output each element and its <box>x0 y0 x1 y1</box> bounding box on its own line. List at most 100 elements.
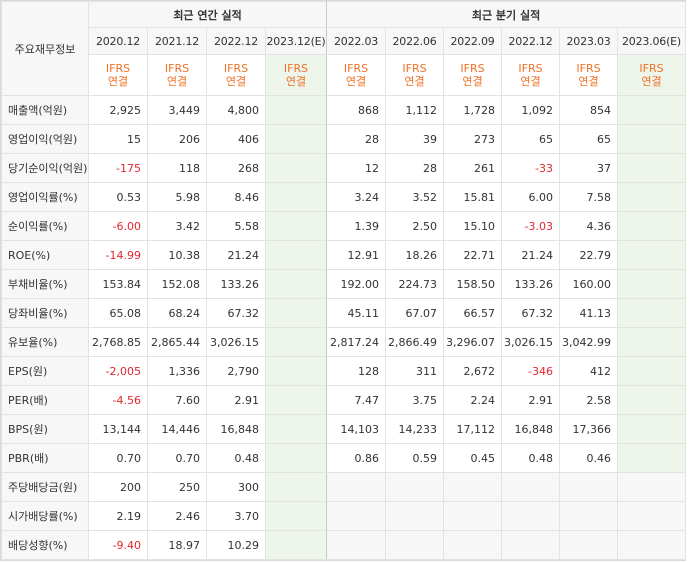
quarter-empty-cell <box>443 472 503 502</box>
quarter-empty-cell <box>559 530 619 560</box>
accounting-standard: IFRS <box>402 62 427 75</box>
table-row: BPS(원) 13,144 14,446 16,848 14,103 14,233 17,1… <box>1 414 687 444</box>
annual-value-cell: 7.60 <box>147 385 207 415</box>
header-group-row: 주요재무정보 최근 연간 실적 최근 분기 실적 <box>1 1 687 96</box>
quarter-period-4: 2023.03 <box>559 27 619 55</box>
quarter-empty-cell <box>617 501 687 531</box>
annual-value-cell: 2,865.44 <box>147 327 207 357</box>
annual-value-cell <box>264 240 328 270</box>
quarter-value-cell: 311 <box>385 356 445 386</box>
annual-value-cell: 16,848 <box>206 414 266 444</box>
quarter-value-cell: 3,042.99 <box>559 327 619 357</box>
quarter-value-cell: 2,817.24 <box>326 327 387 357</box>
row-label-header: 주요재무정보 <box>1 1 89 96</box>
annual-value-cell <box>264 501 328 531</box>
quarter-type-3: IFRS 연결 <box>501 54 561 96</box>
accounting-standard: IFRS <box>460 62 485 75</box>
quarter-value-cell: 0.46 <box>559 443 619 473</box>
quarter-value-cell: 6.00 <box>501 182 561 212</box>
metric-label: 시가배당률(%) <box>1 501 89 531</box>
quarter-value-cell: 2.50 <box>385 211 445 241</box>
quarter-value-cell: 67.32 <box>501 298 561 328</box>
metric-label: 당기순이익(억원) <box>1 153 89 183</box>
annual-value-cell: -2,005 <box>88 356 148 386</box>
table-row: 당좌비율(%) 65.08 68.24 67.32 45.11 67.07 66.57 67.… <box>1 298 687 328</box>
quarter-value-cell: 17,112 <box>443 414 503 444</box>
quarter-value-cell: 16,848 <box>501 414 561 444</box>
quarter-value-cell: 2,866.49 <box>385 327 445 357</box>
quarter-value-cell: -346 <box>501 356 561 386</box>
annual-value-cell: -4.56 <box>88 385 148 415</box>
quarter-value-cell: 2.91 <box>501 385 561 415</box>
quarter-value-cell: 67.07 <box>385 298 445 328</box>
annual-value-cell <box>264 472 328 502</box>
annual-value-cell: 67.32 <box>206 298 266 328</box>
accounting-standard: IFRS <box>343 62 369 75</box>
annual-value-cell: -9.40 <box>88 530 148 560</box>
annual-value-cell <box>264 211 328 241</box>
quarter-value-cell: -33 <box>501 153 561 183</box>
annual-value-cell <box>264 414 328 444</box>
quarter-value-cell: 7.58 <box>559 182 619 212</box>
metric-label: 영업이익률(%) <box>1 182 89 212</box>
quarter-value-cell <box>617 298 687 328</box>
quarter-value-cell <box>617 124 687 154</box>
annual-value-cell: 65.08 <box>88 298 148 328</box>
table-row: 매출액(억원) 2,925 3,449 4,800 868 1,112 1,728 1,092… <box>1 95 687 125</box>
quarter-value-cell: 412 <box>559 356 619 386</box>
quarter-value-cell <box>617 95 687 125</box>
quarter-empty-cell <box>559 472 619 502</box>
quarter-value-cell: 3,026.15 <box>501 327 561 357</box>
quarter-value-cell: 3.24 <box>326 182 387 212</box>
table-row: 부채비율(%) 153.84 152.08 133.26 192.00 224.73 158… <box>1 269 687 299</box>
annual-value-cell: 4,800 <box>206 95 266 125</box>
annual-value-cell: 152.08 <box>147 269 207 299</box>
accounting-standard: IFRS <box>518 62 543 75</box>
period-label: 2022.06 <box>392 34 437 48</box>
quarter-type-4: IFRS 연결 <box>559 54 619 96</box>
consolidation-type: 연결 <box>225 75 247 88</box>
consolidation-type: 연결 <box>641 75 662 88</box>
annual-value-cell: -175 <box>88 153 148 183</box>
quarter-empty-cell <box>385 530 445 560</box>
quarter-group-header: 최근 분기 실적 <box>326 1 687 28</box>
table-row: 배당성향(%) -9.40 18.97 10.29 <box>1 530 687 560</box>
quarter-value-cell: 261 <box>443 153 503 183</box>
quarter-empty-cell <box>617 472 687 502</box>
annual-value-cell: 200 <box>88 472 148 502</box>
quarter-empty-cell <box>443 501 503 531</box>
quarter-value-cell: 133.26 <box>501 269 561 299</box>
annual-value-cell: 118 <box>147 153 207 183</box>
quarter-value-cell <box>617 443 687 473</box>
header-type-row: IFRS 연결 IFRS 연결 IFRS 연결 IFRS 연결 IFRS 연결 IFRS 연결 IFRS… <box>2 54 687 96</box>
quarter-value-cell: 3.75 <box>385 385 445 415</box>
quarter-value-cell: 28 <box>385 153 445 183</box>
metric-label: 당좌비율(%) <box>1 298 89 328</box>
quarter-empty-cell <box>501 530 561 560</box>
quarter-value-cell: 66.57 <box>443 298 503 328</box>
annual-value-cell: 268 <box>206 153 266 183</box>
annual-value-cell: 5.58 <box>206 211 266 241</box>
consolidation-type: 연결 <box>462 75 483 88</box>
quarter-period-1: 2022.06 <box>385 27 445 55</box>
quarter-value-cell: 4.36 <box>559 211 619 241</box>
table-row: 유보율(%) 2,768.85 2,865.44 3,026.15 2,817.24 2,… <box>1 327 687 357</box>
annual-value-cell <box>264 95 328 125</box>
metric-label: 매출액(억원) <box>1 95 89 125</box>
quarter-value-cell: 28 <box>326 124 387 154</box>
annual-period-2: 2022.12 <box>206 27 266 55</box>
accounting-standard: IFRS <box>105 62 131 75</box>
metric-label: 배당성향(%) <box>1 530 89 560</box>
annual-value-cell: 68.24 <box>147 298 207 328</box>
quarter-value-cell <box>617 385 687 415</box>
quarter-value-cell: -3.03 <box>501 211 561 241</box>
quarter-value-cell: 868 <box>326 95 387 125</box>
quarter-type-2: IFRS 연결 <box>443 54 503 96</box>
annual-value-cell <box>264 385 328 415</box>
annual-value-cell: 153.84 <box>88 269 148 299</box>
quarter-empty-cell <box>501 501 561 531</box>
annual-value-cell: 5.98 <box>147 182 207 212</box>
annual-value-cell: -6.00 <box>88 211 148 241</box>
accounting-standard: IFRS <box>164 62 190 75</box>
